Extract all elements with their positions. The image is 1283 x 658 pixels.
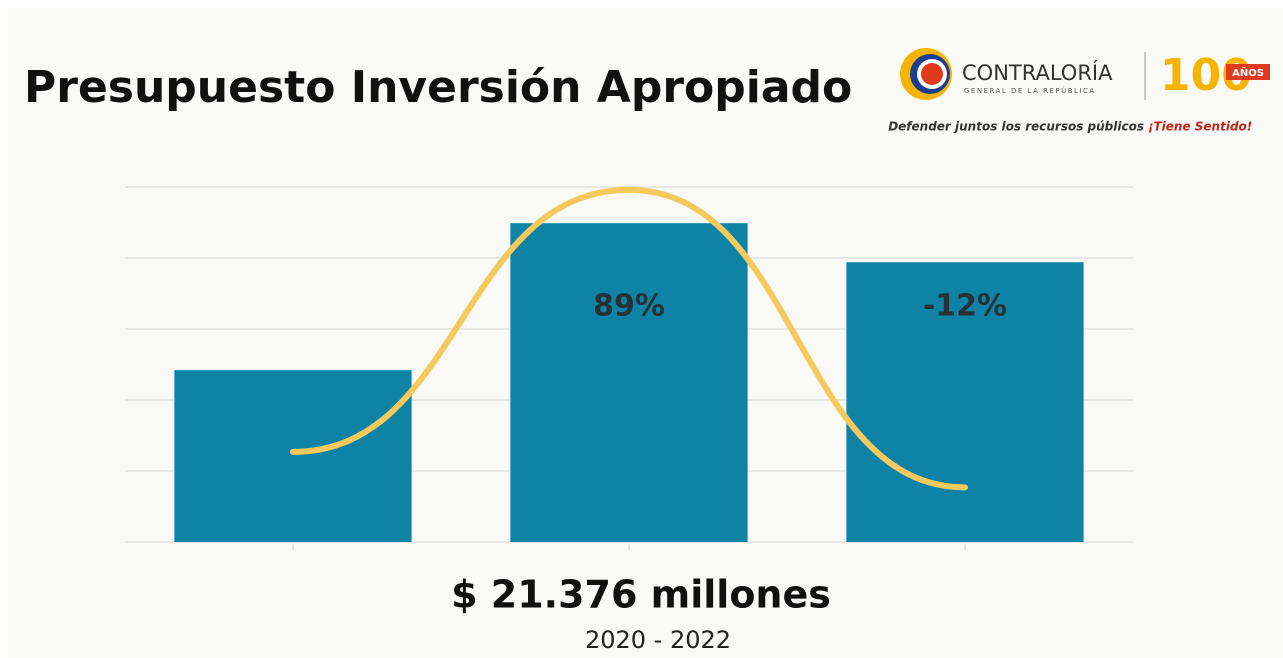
logo-slogan: Defender juntos los recursos públicos	[888, 120, 1144, 134]
total: $ 21.376 millones	[451, 573, 831, 617]
trend-line	[290, 186, 968, 491]
bar	[510, 223, 748, 542]
logo-dot	[921, 63, 943, 85]
bar	[846, 262, 1084, 542]
period: 2020 - 2022	[585, 626, 731, 654]
chart-title: Presupuesto Inversión Apropiado	[24, 62, 852, 113]
bar-label: -12%	[923, 289, 1007, 324]
bar-label: 89%	[593, 289, 665, 324]
logo: CONTRALORÍA GENERAL DE LA REPÚBLICA 100 …	[888, 48, 1270, 134]
logo-slogan-emphasis: ¡Tiene Sentido!	[1148, 120, 1252, 134]
bar	[174, 370, 412, 542]
logo-unit: AÑOS	[1232, 66, 1264, 79]
logo-subtitle: GENERAL DE LA REPÚBLICA	[964, 86, 1096, 95]
logo-name: CONTRALORÍA	[962, 60, 1113, 85]
logo-badge	[1226, 64, 1270, 80]
